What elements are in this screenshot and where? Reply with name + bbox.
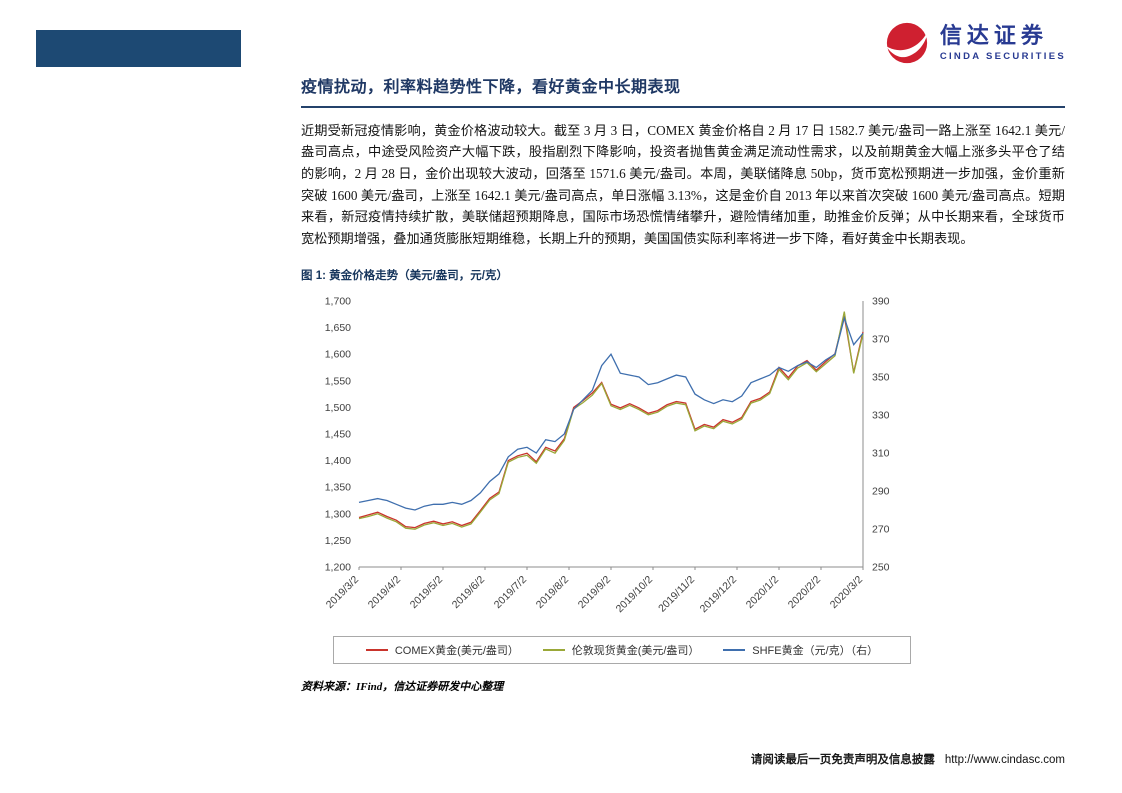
right-axis-tick-label: 270 — [872, 524, 890, 536]
legend-swatch — [723, 649, 746, 652]
right-axis-tick-label: 390 — [872, 296, 890, 308]
left-axis-tick-label: 1,600 — [325, 349, 351, 361]
series-line — [358, 316, 864, 529]
x-axis-label: 2019/3/2 — [324, 574, 361, 611]
legend-item: 伦敦现货黄金(美元/盎司） — [542, 642, 700, 658]
series-line — [358, 311, 864, 531]
body-paragraph: 近期受新冠疫情影响，黄金价格波动较大。截至 3 月 3 日，COMEX 黄金价格… — [301, 122, 1065, 246]
series-line — [358, 316, 864, 512]
left-axis-tick-label: 1,450 — [325, 429, 351, 441]
brand-text: 信达证券 CINDA SECURITIES — [939, 22, 1066, 63]
x-axis-label: 2019/7/2 — [492, 574, 529, 611]
x-axis-label: 2019/6/2 — [450, 574, 487, 611]
left-axis-tick-label: 1,200 — [325, 562, 351, 574]
x-axis-label: 2020/3/2 — [828, 574, 865, 611]
article-content: 疫情扰动，利率料趋势性下降，看好黄金中长期表现 近期受新冠疫情影响，黄金价格波动… — [301, 78, 1065, 694]
page-footer: 请阅读最后一页免责声明及信息披露 http://www.cindasc.com — [751, 751, 1065, 767]
x-axis-label: 2019/12/2 — [698, 574, 740, 616]
x-axis-label: 2019/8/2 — [534, 574, 571, 611]
legend-item: COMEX黄金(美元/盎司） — [365, 642, 519, 658]
legend-label: COMEX黄金(美元/盎司） — [394, 645, 519, 658]
left-axis-tick-label: 1,300 — [325, 509, 351, 521]
x-axis-label: 2019/10/2 — [614, 574, 656, 616]
right-axis-tick-label: 310 — [872, 448, 890, 460]
left-axis-tick-label: 1,700 — [325, 296, 351, 308]
gold-price-chart: 1,200 1,250 1,300 1,350 1,400 1,450 1,500 1,550… — [301, 289, 949, 665]
footer-url-link[interactable]: http://www.cindasc.com — [944, 754, 1065, 766]
left-axis-tick-label: 1,350 — [325, 482, 351, 494]
x-axis-label: 2019/11/2 — [656, 574, 697, 615]
left-axis-tick-label: 1,400 — [325, 455, 351, 467]
source-note: 资料来源：IFind，信达证券研发中心整理 — [301, 681, 504, 694]
brand-name-cn: 信达证券 — [939, 22, 1048, 48]
right-axis-tick-label: 290 — [872, 486, 890, 498]
header-accent-bar — [36, 30, 241, 67]
left-axis-tick-label: 1,550 — [325, 376, 351, 388]
legend-swatch — [365, 649, 388, 652]
brand-name-en: CINDA SECURITIES — [939, 51, 1066, 63]
figure-caption: 图 1: 黄金价格走势（美元/盎司，元/克） — [301, 270, 509, 283]
legend-swatch — [542, 649, 565, 652]
left-axis-tick-label: 1,250 — [325, 535, 351, 547]
footer-disclaimer: 请阅读最后一页免责声明及信息披露 — [750, 754, 935, 766]
chart-legend: COMEX黄金(美元/盎司） 伦敦现货黄金(美元/盎司） SHFE黄金（元/克）（右… — [333, 636, 911, 665]
right-axis-tick-label: 330 — [872, 410, 890, 422]
chart-canvas: 1,200 1,250 1,300 1,350 1,400 1,450 1,500 1,550… — [324, 296, 890, 616]
legend-label: 伦敦现货黄金(美元/盎司） — [571, 645, 700, 658]
x-axis-label: 2019/4/2 — [366, 574, 403, 611]
x-axis-label: 2020/1/2 — [744, 574, 781, 611]
legend-label: SHFE黄金（元/克）（右） — [752, 645, 879, 658]
right-axis-tick-label: 350 — [872, 372, 890, 384]
page-title: 疫情扰动，利率料趋势性下降，看好黄金中长期表现 — [301, 78, 1065, 108]
legend-item: SHFE黄金（元/克）（右） — [723, 642, 878, 658]
right-axis-tick-label: 370 — [872, 334, 890, 346]
left-axis-tick-label: 1,500 — [325, 402, 351, 414]
brand-logo: 信达证券 CINDA SECURITIES — [884, 20, 1066, 66]
cinda-logo-icon — [885, 22, 928, 64]
x-axis-label: 2020/2/2 — [786, 574, 823, 611]
x-axis-label: 2019/9/2 — [576, 574, 613, 611]
right-axis-tick-label: 250 — [872, 562, 890, 574]
x-axis-label: 2019/5/2 — [408, 574, 445, 611]
left-axis-tick-label: 1,650 — [325, 322, 351, 334]
